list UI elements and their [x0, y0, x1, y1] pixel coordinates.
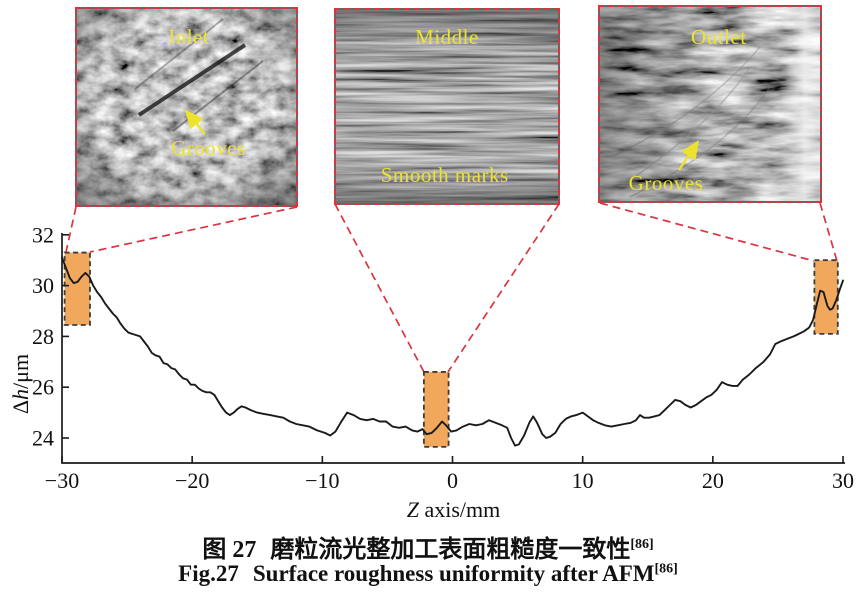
outlet-label: Outlet — [691, 25, 747, 49]
inlet-label: Inlet — [168, 25, 210, 49]
zoom-connector-line — [334, 203, 425, 373]
highlight-region-middle-zone — [422, 371, 450, 448]
x-tick-label: 30 — [832, 468, 854, 493]
y-tick-label: 32 — [32, 222, 54, 247]
x-axis-label: Z axis/mm — [406, 497, 501, 522]
axes-spines — [61, 233, 845, 464]
sem-micrograph-inlet: Inlet Grooves — [75, 7, 298, 207]
highlight-region-outlet-zone — [813, 259, 839, 335]
y-tick-label: 28 — [32, 324, 54, 349]
x-tick-label: 10 — [572, 468, 594, 493]
inlet-grooves-label: Grooves — [171, 136, 246, 160]
sem-texture-middle — [336, 10, 558, 203]
zoom-connector-line — [447, 203, 560, 373]
middle-label: Middle — [415, 25, 479, 49]
x-tick-label: −30 — [45, 468, 79, 493]
zoom-connector-line — [819, 202, 838, 262]
sem-texture-inlet — [77, 9, 296, 205]
y-tick-label: 24 — [32, 426, 54, 451]
outlet-grooves-label: Grooves — [628, 171, 704, 195]
sem-micrograph-outlet: Outlet Grooves — [598, 5, 822, 203]
zoom-connector-line — [599, 202, 815, 262]
roughness-curve — [61, 256, 844, 447]
y-tick-label: 26 — [32, 375, 54, 400]
x-tick-label: 0 — [447, 468, 458, 493]
x-tick-label: −10 — [305, 468, 339, 493]
y-tick-label: 30 — [32, 273, 54, 298]
zoom-connector-line — [89, 206, 298, 253]
zoom-connector-line — [65, 206, 77, 253]
smooth-marks-label: Smooth marks — [380, 163, 509, 187]
reference-superscript: [86] — [630, 537, 654, 552]
caption-chinese: 图 27 磨粒流光整加工表面粗糙度一致性[86] — [202, 537, 654, 563]
x-tick-label: 20 — [702, 468, 724, 493]
highlight-region-inlet-zone — [63, 251, 91, 326]
x-tick-label: −20 — [175, 468, 209, 493]
reference-superscript: [86] — [654, 561, 678, 577]
sem-micrograph-middle: Middle Smooth marks — [334, 8, 560, 205]
sem-texture-outlet — [600, 7, 820, 201]
caption-english: Fig.27 Surface roughness uniformity after… — [178, 561, 678, 586]
y-axis-label: Δh/μm — [8, 353, 33, 415]
